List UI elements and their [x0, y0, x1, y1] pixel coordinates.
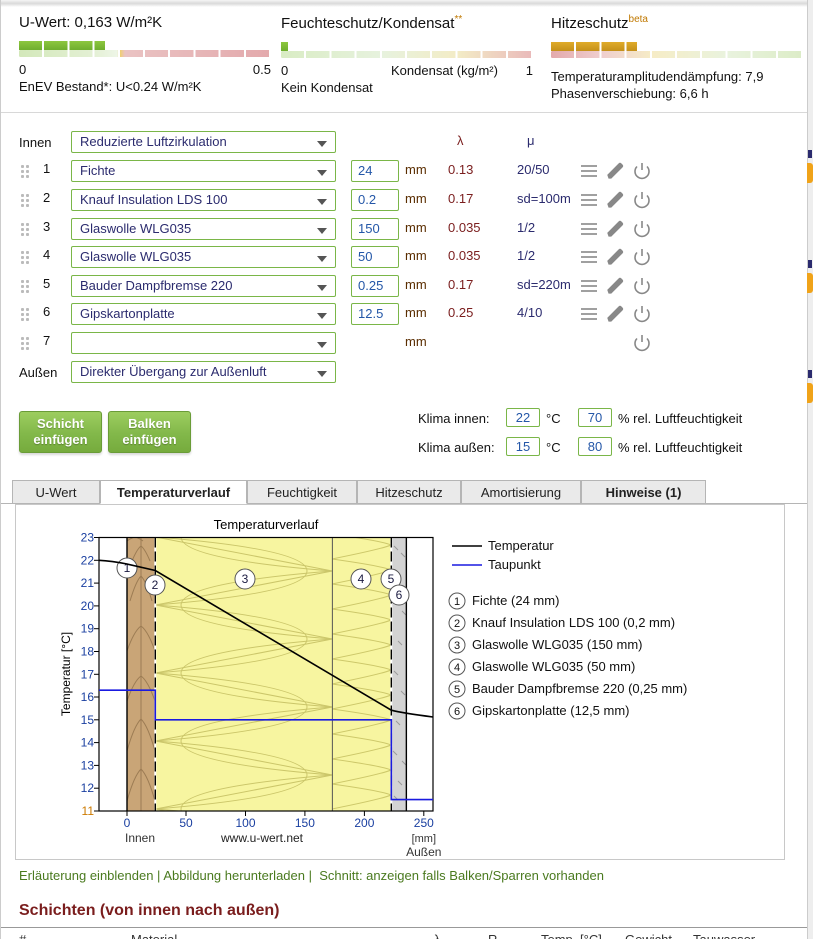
svg-text:Gipskartonplatte (12,5 mm): Gipskartonplatte (12,5 mm) [472, 703, 630, 718]
svg-text:11: 11 [82, 804, 95, 818]
svg-text:Knauf Insulation LDS 100 (0,2: Knauf Insulation LDS 100 (0,2 mm) [472, 615, 675, 630]
svg-text:2: 2 [454, 618, 460, 630]
svg-text:250: 250 [414, 816, 434, 830]
svg-text:4: 4 [358, 572, 365, 586]
svg-text:5: 5 [454, 684, 460, 696]
svg-text:4: 4 [454, 662, 460, 674]
svg-text:Glaswolle WLG035 (150 mm): Glaswolle WLG035 (150 mm) [472, 637, 643, 652]
svg-text:21: 21 [81, 576, 95, 590]
svg-text:150: 150 [295, 816, 315, 830]
svg-text:2: 2 [152, 578, 159, 592]
svg-text:Fichte (24 mm): Fichte (24 mm) [472, 593, 559, 608]
svg-text:3: 3 [242, 572, 249, 586]
svg-text:www.u-wert.net: www.u-wert.net [220, 831, 304, 845]
svg-text:Taupunkt: Taupunkt [488, 557, 541, 572]
svg-text:Glaswolle WLG035 (50 mm): Glaswolle WLG035 (50 mm) [472, 659, 635, 674]
svg-text:22: 22 [81, 553, 95, 567]
svg-text:50: 50 [179, 816, 193, 830]
svg-text:17: 17 [81, 667, 95, 681]
svg-text:18: 18 [81, 645, 95, 659]
svg-text:12: 12 [81, 781, 95, 795]
svg-text:6: 6 [454, 706, 460, 718]
svg-text:Innen: Innen [125, 831, 155, 845]
svg-text:[mm]: [mm] [412, 833, 436, 845]
svg-text:3: 3 [454, 640, 460, 652]
svg-text:6: 6 [396, 588, 403, 602]
svg-text:0: 0 [124, 816, 131, 830]
svg-text:1: 1 [454, 596, 460, 608]
svg-text:Außen: Außen [406, 845, 441, 859]
svg-text:15: 15 [81, 713, 95, 727]
svg-text:20: 20 [81, 599, 95, 613]
svg-text:13: 13 [81, 758, 95, 772]
svg-text:Temperatur: Temperatur [488, 538, 554, 553]
svg-text:Temperaturverlauf: Temperaturverlauf [214, 517, 319, 532]
svg-text:100: 100 [235, 816, 255, 830]
svg-text:16: 16 [81, 690, 95, 704]
svg-text:Bauder Dampfbremse 220 (0,25 m: Bauder Dampfbremse 220 (0,25 mm) [472, 681, 687, 696]
svg-text:Temperatur [°C]: Temperatur [°C] [59, 632, 73, 716]
svg-text:5: 5 [388, 572, 395, 586]
svg-text:14: 14 [81, 736, 95, 750]
svg-text:200: 200 [354, 816, 374, 830]
svg-text:19: 19 [81, 622, 95, 636]
svg-text:23: 23 [81, 531, 95, 545]
